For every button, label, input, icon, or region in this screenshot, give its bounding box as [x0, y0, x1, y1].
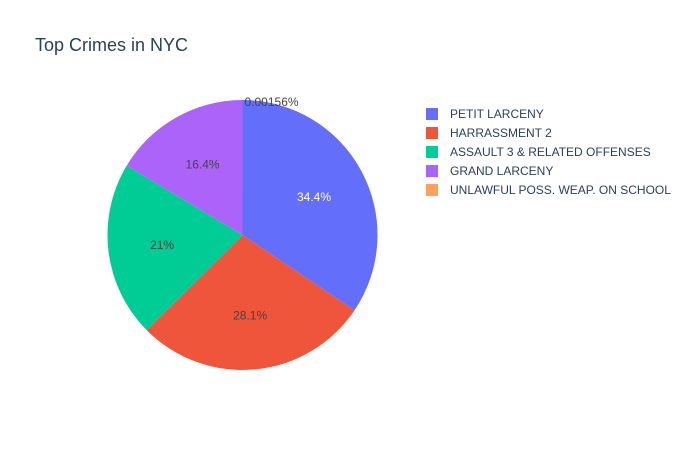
pie-slices	[107, 100, 378, 370]
legend-swatch-harrassment-2	[426, 127, 438, 139]
legend-swatch-assault-3-related-offenses	[426, 146, 438, 158]
legend-label-grand-larceny: GRAND LARCENY	[450, 164, 553, 178]
legend-item-unlawful-poss-weap-on-school[interactable]: UNLAWFUL POSS. WEAP. ON SCHOOL	[426, 183, 671, 197]
legend-swatch-grand-larceny	[426, 165, 438, 177]
legend-item-harrassment-2[interactable]: HARRASSMENT 2	[426, 126, 552, 140]
legend-label-petit-larceny: PETIT LARCENY	[450, 107, 544, 121]
legend-swatch-petit-larceny	[426, 108, 438, 120]
legend-item-petit-larceny[interactable]: PETIT LARCENY	[426, 107, 544, 121]
legend-item-assault-3-related-offenses[interactable]: ASSAULT 3 & RELATED OFFENSES	[426, 145, 651, 159]
legend-label-harrassment-2: HARRASSMENT 2	[450, 126, 552, 140]
pie-slice-labels: 34.4% 28.1% 21% 16.4% 0.00156%	[150, 95, 331, 323]
legend-label-unlawful-poss-weap-on-school: UNLAWFUL POSS. WEAP. ON SCHOOL	[450, 183, 671, 197]
pie-slice-petit-larceny[interactable]	[242, 100, 378, 311]
slice-label-assault-3-related-offenses: 21%	[150, 238, 174, 252]
slice-label-harrassment-2: 28.1%	[233, 309, 267, 323]
legend-swatch-unlawful-poss-weap-on-school	[426, 184, 438, 196]
chart-title: Top Crimes in NYC	[35, 35, 188, 55]
slice-label-petit-larceny: 34.4%	[297, 190, 331, 204]
legend: PETIT LARCENY HARRASSMENT 2 ASSAULT 3 & RE…	[426, 107, 671, 197]
legend-item-grand-larceny[interactable]: GRAND LARCENY	[426, 164, 553, 178]
pie-slice-harrassment-2[interactable]	[146, 235, 355, 370]
slice-label-grand-larceny: 16.4%	[186, 158, 220, 172]
pie-slice-assault-3-related-offenses[interactable]	[107, 165, 243, 331]
legend-label-assault-3-related-offenses: ASSAULT 3 & RELATED OFFENSES	[450, 145, 651, 159]
slice-label-unlawful-poss-weap-on-school: 0.00156%	[244, 95, 298, 109]
pie-slice-grand-larceny[interactable]	[126, 100, 243, 235]
